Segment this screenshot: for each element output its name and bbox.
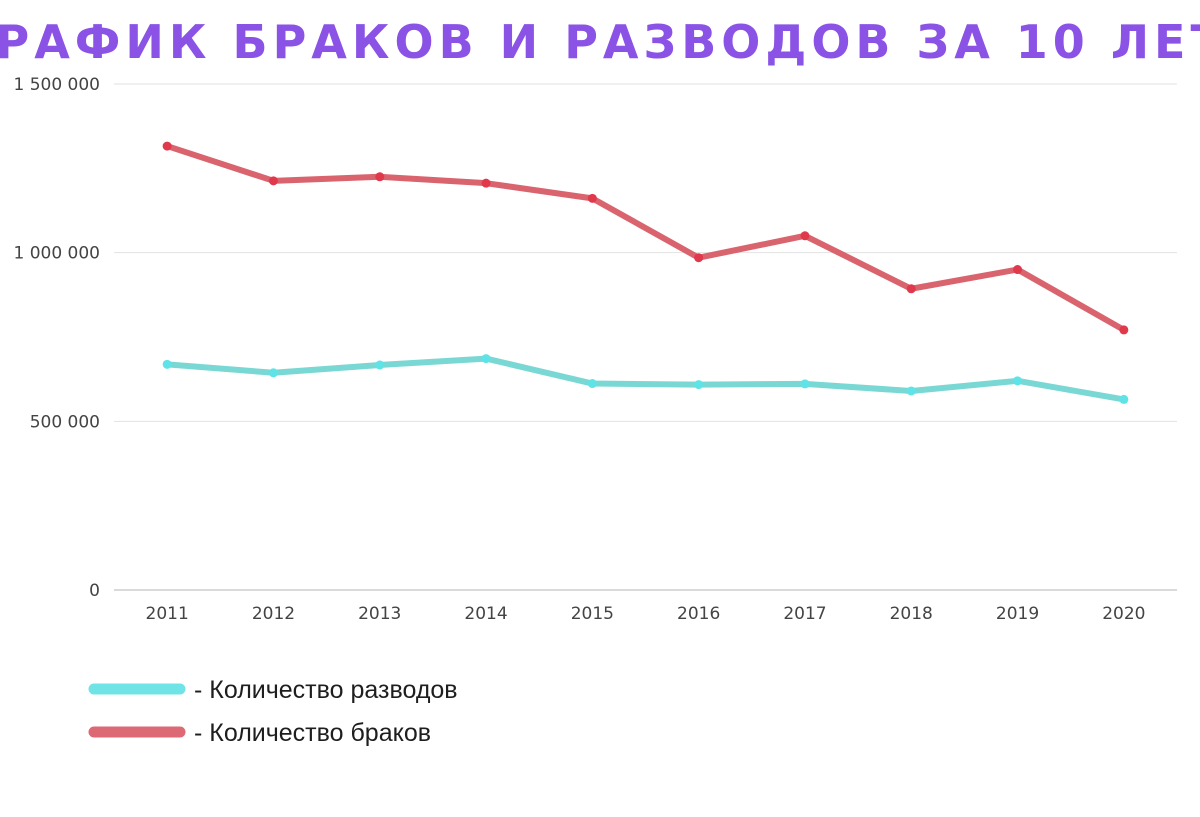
series-line	[164, 143, 1127, 333]
data-point	[1013, 376, 1023, 386]
legend-label: - Количество браков	[194, 719, 431, 747]
data-point	[587, 193, 597, 203]
x-tick-label: 2016	[677, 604, 720, 624]
series-divorces	[162, 354, 1129, 404]
data-point	[906, 386, 916, 396]
x-tick-label: 2017	[783, 604, 826, 624]
data-point	[268, 176, 278, 186]
data-point	[1119, 394, 1129, 404]
x-tick-label: 2013	[358, 604, 401, 624]
data-point	[800, 231, 810, 241]
data-point	[162, 141, 172, 151]
data-point	[481, 354, 491, 364]
y-tick-label: 1 000 000	[13, 244, 100, 264]
legend-label: - Количество разводов	[194, 676, 458, 704]
y-tick-label: 500 000	[30, 412, 100, 432]
data-point	[375, 172, 385, 182]
legend-item: - Количество разводов	[88, 676, 458, 704]
data-point	[1013, 265, 1023, 275]
data-point	[162, 359, 172, 369]
legend-item: - Количество браков	[88, 719, 431, 747]
data-point	[694, 380, 704, 390]
data-point	[1119, 325, 1129, 335]
series-line	[164, 355, 1127, 403]
grid-lines	[114, 83, 1177, 591]
x-tick-label: 2020	[1102, 604, 1145, 624]
data-point	[481, 178, 491, 188]
y-tick-label: 1 500 000	[13, 75, 100, 95]
chart-title: ГРАФИК БРАКОВ И РАЗВОДОВ ЗА 10 ЛЕТ	[0, 15, 1200, 69]
data-point	[694, 253, 704, 263]
x-tick-label: 2011	[146, 604, 189, 624]
data-series	[162, 141, 1129, 404]
series-marriages	[162, 141, 1129, 335]
legend: - Количество разводов - Количество браков	[88, 676, 458, 747]
data-point	[800, 379, 810, 389]
data-point	[268, 368, 278, 378]
x-tick-label: 2012	[252, 604, 295, 624]
y-tick-label: 0	[89, 581, 100, 601]
data-point	[375, 360, 385, 370]
x-tick-label: 2014	[464, 604, 507, 624]
x-tick-label: 2015	[571, 604, 614, 624]
x-tick-label: 2018	[890, 604, 933, 624]
data-point	[587, 379, 597, 389]
data-point	[906, 284, 916, 294]
y-axis-ticks: 0 500 000 1 000 000 1 500 000	[13, 75, 100, 601]
x-axis-ticks: 2011 2012 2013 2014 2015 2016 2017 2018 2019 2020	[146, 604, 1146, 624]
x-tick-label: 2019	[996, 604, 1039, 624]
